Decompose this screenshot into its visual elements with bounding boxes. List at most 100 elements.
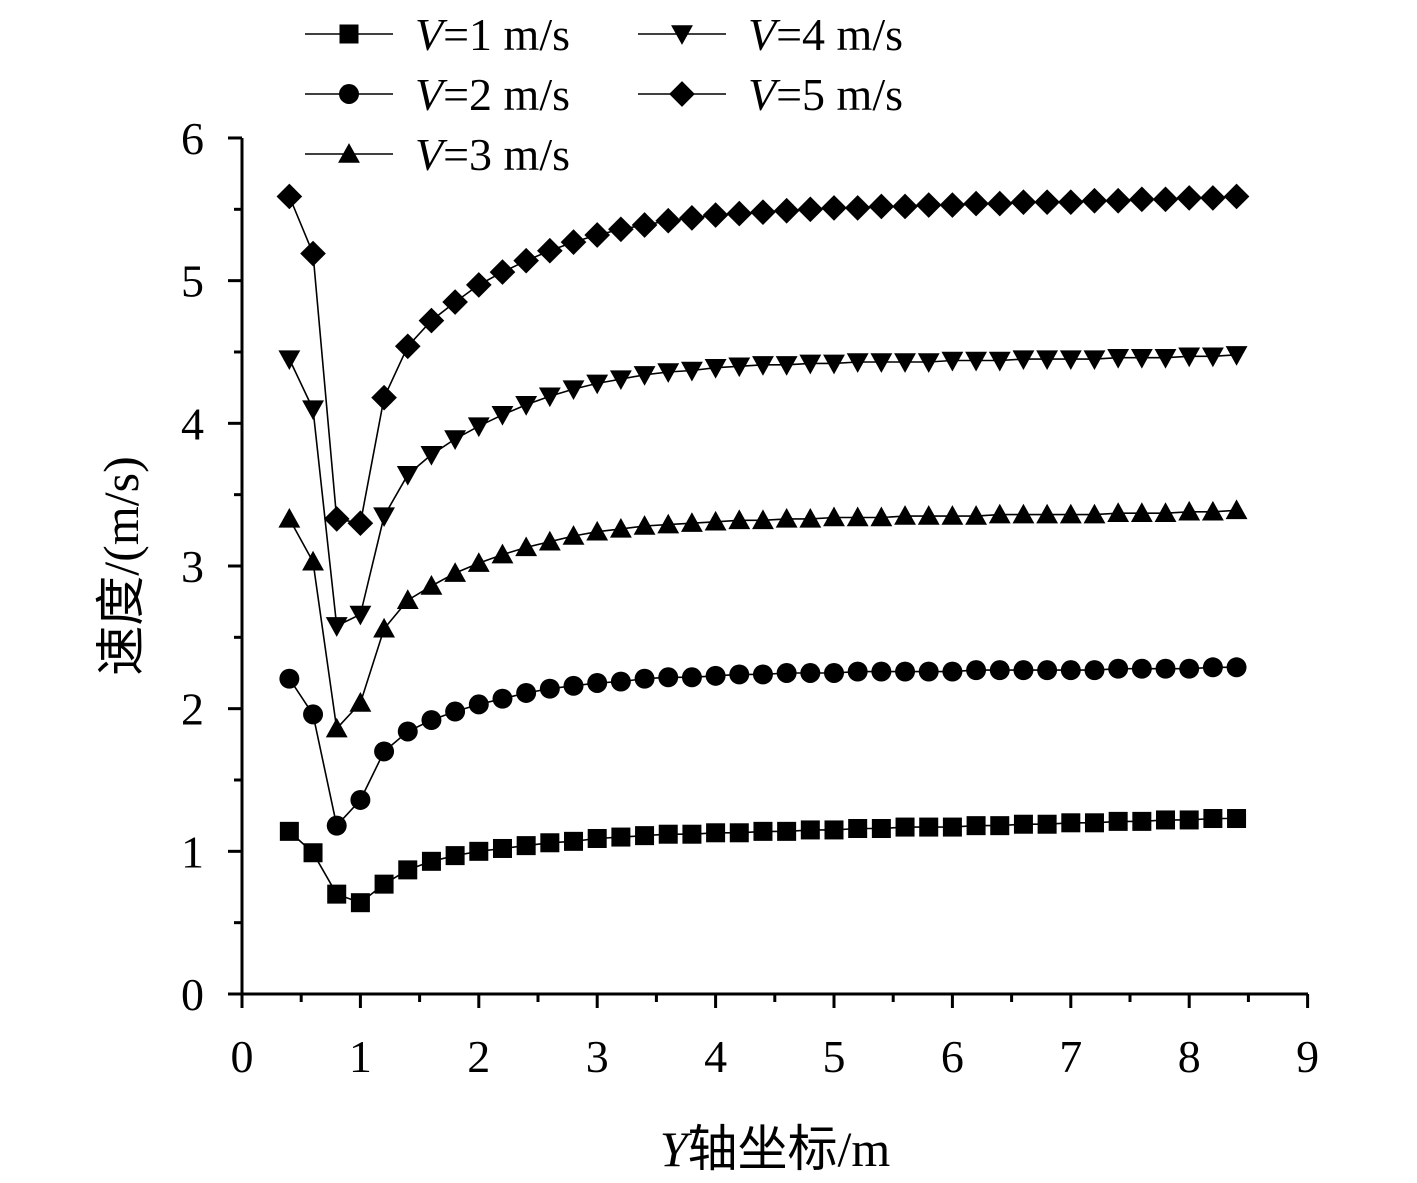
data-point	[323, 506, 350, 532]
data-point	[465, 272, 492, 298]
data-point	[1131, 658, 1152, 679]
data-point	[919, 817, 939, 837]
data-point	[966, 816, 986, 836]
data-point	[892, 193, 918, 220]
legend-entry: V=2 m/s	[305, 69, 570, 120]
data-point	[776, 663, 797, 683]
data-point	[538, 387, 561, 408]
data-point	[988, 351, 1011, 372]
data-point	[824, 663, 844, 683]
data-point	[823, 354, 845, 375]
data-point	[1130, 348, 1153, 369]
data-point	[752, 664, 773, 685]
data-point	[728, 509, 751, 530]
data-point	[445, 846, 465, 866]
y-tick-label: 2	[181, 684, 204, 735]
data-point	[729, 664, 750, 685]
legend: V=1 m/s V=2 m/s V=3 m/s V=4 m/s V=5 m/s	[305, 9, 903, 180]
legend-entry: V=3 m/s	[305, 129, 570, 180]
legend-marker	[339, 24, 359, 44]
data-point	[966, 660, 987, 681]
data-point	[279, 668, 300, 689]
data-point	[800, 820, 820, 840]
data-point	[350, 893, 370, 913]
data-point	[1178, 500, 1201, 521]
series-layer	[276, 183, 1250, 913]
data-point	[658, 667, 679, 688]
data-point	[537, 237, 563, 264]
data-point	[420, 575, 443, 595]
data-point	[963, 190, 989, 217]
data-point	[1084, 813, 1104, 833]
data-point	[894, 353, 916, 373]
data-point	[445, 701, 466, 722]
data-point	[1200, 185, 1226, 211]
data-point	[657, 363, 680, 383]
data-point	[1154, 348, 1177, 369]
data-point	[540, 833, 560, 853]
data-point	[658, 824, 678, 844]
data-point	[1108, 811, 1128, 831]
data-point	[562, 525, 585, 545]
data-point	[1013, 660, 1034, 681]
y-tick-label: 3	[181, 541, 204, 592]
data-point	[564, 831, 584, 851]
data-point	[587, 828, 607, 848]
series-line	[288, 666, 1237, 828]
data-point	[421, 851, 441, 871]
data-point	[1037, 660, 1058, 681]
data-point	[492, 688, 513, 709]
legend-label: V=3 m/s	[415, 129, 570, 180]
data-point	[1037, 814, 1057, 834]
legend-marker	[339, 84, 359, 104]
data-point	[491, 406, 514, 426]
data-point	[704, 510, 727, 531]
legend-marker	[338, 143, 360, 163]
data-point	[634, 668, 655, 689]
data-point	[469, 841, 489, 861]
data-point	[990, 816, 1010, 836]
data-point	[468, 694, 489, 715]
data-point	[586, 374, 609, 395]
data-point	[1083, 503, 1106, 524]
data-point	[371, 384, 397, 411]
data-point	[587, 673, 608, 693]
data-point	[609, 370, 632, 391]
data-point	[611, 827, 631, 847]
data-point	[823, 506, 845, 527]
data-point	[728, 357, 751, 378]
data-point	[396, 589, 419, 609]
data-point	[750, 199, 776, 225]
data-point	[1010, 189, 1037, 216]
legend-entry: V=1 m/s	[305, 9, 570, 60]
x-tick-label: 6	[941, 1031, 964, 1082]
data-point	[800, 663, 821, 683]
data-point	[942, 817, 962, 837]
data-point	[942, 661, 963, 682]
data-point	[1203, 809, 1223, 829]
data-point	[1155, 658, 1176, 679]
data-point	[939, 192, 966, 218]
series-4	[278, 346, 1248, 637]
data-point	[515, 396, 538, 416]
data-point	[278, 507, 301, 528]
series-line	[288, 509, 1237, 731]
data-point	[1013, 814, 1033, 834]
data-point	[467, 552, 490, 572]
data-point	[917, 505, 940, 525]
data-point	[1154, 502, 1177, 522]
data-point	[373, 507, 396, 527]
x-tick-label: 9	[1296, 1031, 1319, 1082]
data-point	[915, 192, 942, 218]
x-tick-label: 4	[704, 1031, 727, 1082]
data-point	[325, 717, 348, 738]
x-tick-label: 2	[467, 1031, 490, 1082]
data-point	[586, 520, 609, 541]
data-point	[1225, 499, 1248, 520]
data-point	[989, 660, 1010, 681]
data-point	[1059, 503, 1082, 524]
data-point	[1227, 809, 1247, 829]
data-point	[871, 819, 891, 839]
data-point	[1083, 350, 1106, 371]
data-point	[844, 195, 871, 221]
